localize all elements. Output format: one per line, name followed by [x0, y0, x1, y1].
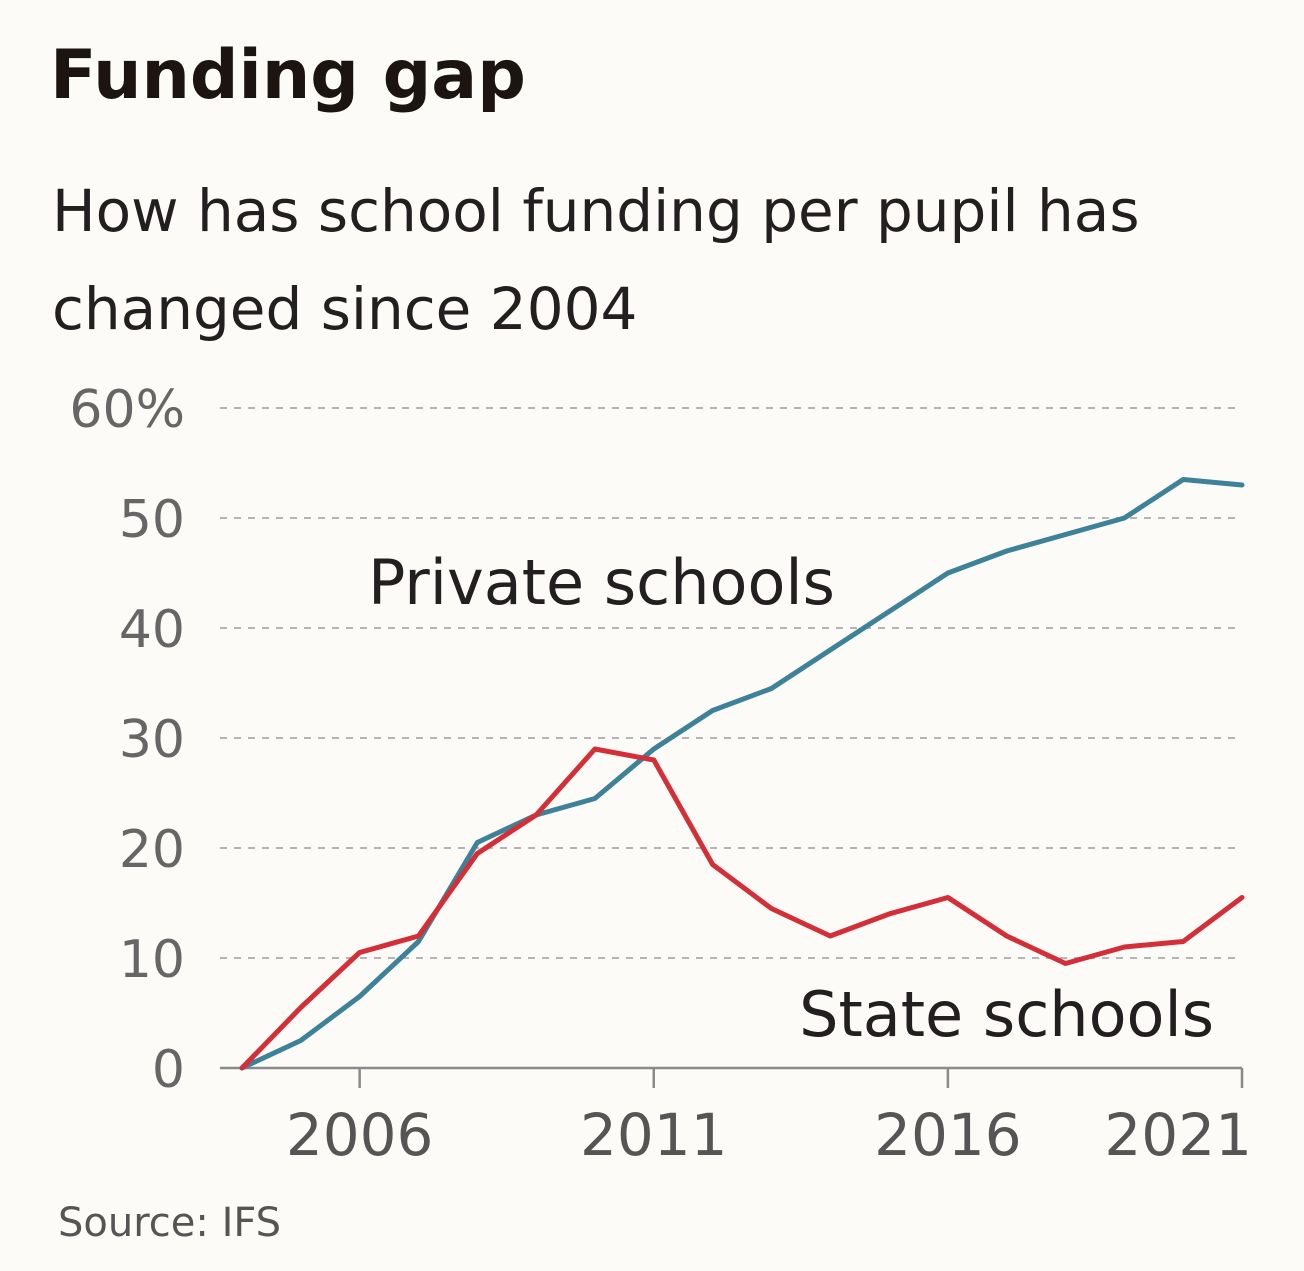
gridlines	[220, 407, 1242, 959]
x-tick-label: 2011	[580, 1101, 728, 1169]
x-tick-label: 2006	[286, 1101, 434, 1169]
private-schools-line	[239, 477, 1245, 1071]
x-tick-label: 2016	[874, 1101, 1022, 1169]
source-note: Source: IFS	[58, 1200, 282, 1246]
y-tick-label: 30	[119, 710, 185, 770]
series-lines	[239, 477, 1245, 1071]
x-axis-tick-labels: 2006 2011 2016 2021	[286, 1101, 1252, 1169]
y-tick-label: 10	[119, 930, 185, 990]
chart-subtitle: How has school funding per pupil has cha…	[52, 177, 1140, 343]
chart-title: Funding gap	[50, 36, 526, 115]
y-axis-tick-labels: 0 10 20 30 40 50 60%	[69, 380, 185, 1100]
x-tick-label: 2021	[1104, 1101, 1252, 1169]
y-tick-label: 40	[119, 600, 185, 660]
y-tick-label: 20	[119, 820, 185, 880]
private-schools-label: Private schools	[368, 546, 835, 619]
series-labels: Private schools State schools	[368, 546, 1214, 1051]
line-chart: 0 10 20 30 40 50 60% 2006 2011 2016 2021 Private …	[69, 380, 1252, 1169]
state-schools-line	[239, 746, 1245, 1071]
x-axis	[220, 1066, 1244, 1088]
y-tick-label: 50	[119, 490, 185, 550]
y-tick-label: 60%	[69, 380, 185, 440]
y-tick-label: 0	[152, 1040, 185, 1100]
state-schools-label: State schools	[799, 978, 1214, 1051]
